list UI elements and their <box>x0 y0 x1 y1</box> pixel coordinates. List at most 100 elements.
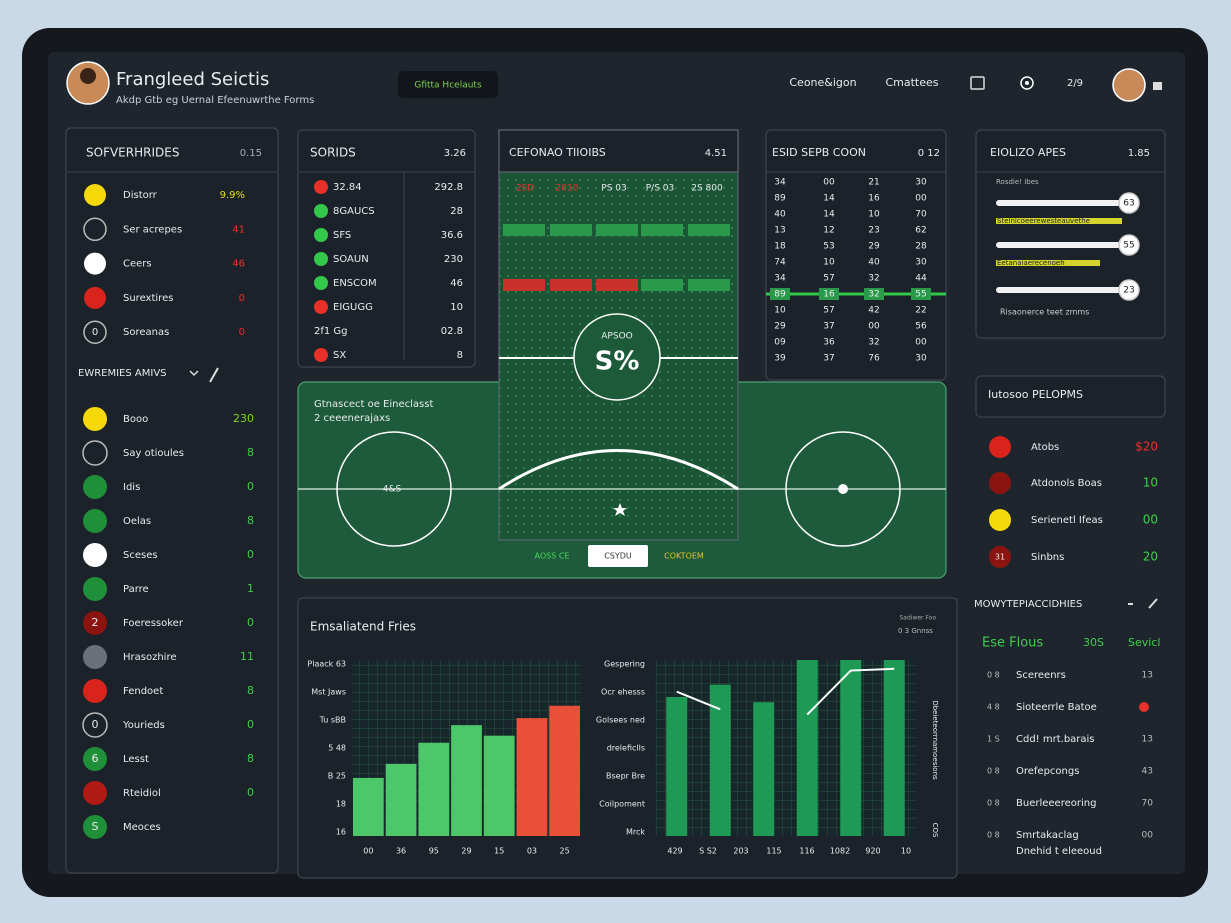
scores-panel <box>297 129 476 368</box>
x-tick-label: 36 <box>396 847 406 856</box>
grid-cell: 39 <box>774 354 786 364</box>
x-tick-label: 1082 <box>830 847 850 856</box>
player-icon <box>989 546 1011 568</box>
event-label: Say otioules <box>123 448 184 459</box>
stat-strip <box>550 224 592 236</box>
nav-link[interactable]: Ceone&igon <box>789 76 856 89</box>
score-value: 02.8 <box>441 326 463 337</box>
active-tab[interactable] <box>588 545 648 567</box>
slider-track[interactable] <box>996 200 1128 206</box>
slider-track[interactable] <box>996 242 1128 248</box>
slider-footer: Risaonerce teet zmms <box>1000 308 1089 317</box>
app-subtitle: Akdp Gtb eg Uernal Efeenuwrthe Forms <box>116 95 314 106</box>
event-value: 0 <box>247 786 254 799</box>
ball <box>838 484 848 494</box>
nav-icon[interactable]: 2/9 <box>1067 78 1083 89</box>
event-icon <box>82 712 108 738</box>
grid-cell: 21 <box>868 178 879 188</box>
event-label: Meoces <box>123 822 161 833</box>
x-tick-label: 115 <box>766 847 781 856</box>
event-value: 0 <box>247 548 254 561</box>
grid-cell: 37 <box>823 322 834 332</box>
inbox-icon[interactable] <box>970 76 985 90</box>
standing-value: 46 <box>232 259 245 270</box>
news-icon: 0 8 <box>987 799 1000 808</box>
event-label: Foeressoker <box>123 618 184 629</box>
player-label: Atobs <box>1031 442 1059 453</box>
lock-icon[interactable] <box>1153 82 1162 90</box>
news-head: 30S <box>1083 636 1104 649</box>
grid-cell: 57 <box>823 274 834 284</box>
news-label: Buerleeereoring <box>1016 798 1096 809</box>
panel-title: Emsaliatend Fries <box>310 620 416 634</box>
slider-value: 55 <box>1123 241 1134 251</box>
grid-cell: 36 <box>823 338 835 348</box>
grid-cell: 40 <box>868 258 880 268</box>
player-value: $20 <box>1135 440 1158 454</box>
button-label[interactable]: Gfitta Hcelauts <box>414 81 482 91</box>
field-label: 2S 800 <box>691 184 723 194</box>
event-label: Booo <box>123 414 148 425</box>
y-axis-label: 16 <box>336 828 346 837</box>
score-value: 36.6 <box>441 230 463 241</box>
tab[interactable]: AOSS CE <box>535 552 570 561</box>
score-value: 230 <box>444 254 463 265</box>
stat-strip <box>550 279 592 291</box>
grid-cell: 32 <box>868 274 879 284</box>
icon-text: 2 <box>92 616 99 629</box>
event-icon <box>83 509 107 533</box>
event-value: 0 <box>247 616 254 629</box>
primary-button[interactable] <box>398 71 498 98</box>
chart-note: 0 3 Gnnss <box>898 627 933 635</box>
grid-cell: 70 <box>915 210 927 220</box>
event-label: Yourieds <box>122 720 165 731</box>
trend-line <box>676 667 895 716</box>
x-tick-label: 95 <box>429 847 439 856</box>
bar <box>418 742 450 836</box>
standing-value: 41 <box>232 224 245 235</box>
bar <box>666 696 688 836</box>
player-icon <box>989 509 1011 531</box>
panel-value: 1.85 <box>1128 148 1150 159</box>
grid-cell: 30 <box>915 354 927 364</box>
chevron-icon[interactable] <box>189 370 199 377</box>
tab[interactable]: CSYDU <box>604 552 632 561</box>
standing-value: 0 <box>239 327 245 338</box>
score-label: 8GAUCS <box>333 206 375 217</box>
x-tick-label: 10 <box>901 847 911 856</box>
panel-title: ESID SEPB COON <box>772 146 866 159</box>
event-label: Oelas <box>123 516 151 527</box>
panel-title: SOFVERHRIDES <box>86 146 179 160</box>
standing-icon <box>83 217 107 242</box>
event-value: 8 <box>247 752 254 765</box>
event-value: 0 <box>247 480 254 493</box>
grid-cell: 00 <box>915 194 927 204</box>
players-header <box>975 375 1166 418</box>
player-value: 10 <box>1143 476 1158 490</box>
star-icon <box>613 503 627 516</box>
news-value: 00 <box>1142 831 1154 841</box>
panel-title: MOWYTEPIACCIDHIES <box>974 599 1082 610</box>
standing-icon <box>84 184 106 206</box>
news-value: 13 <box>1142 735 1153 745</box>
slider-track[interactable] <box>996 287 1128 293</box>
standing-icon <box>84 252 106 275</box>
stat-strip <box>596 279 638 291</box>
tab[interactable]: COKTOEM <box>664 552 704 561</box>
slider-value: 23 <box>1123 286 1134 296</box>
event-label: Hrasozhire <box>123 652 177 663</box>
standing-label: Distorr <box>123 190 158 201</box>
nav-link[interactable]: Cmattees <box>885 76 938 89</box>
x-tick-label: 15 <box>494 847 504 856</box>
stat-strip <box>688 279 730 291</box>
news-head: Sevicl <box>1128 636 1160 649</box>
player-label: Atdonols Boas <box>1031 478 1102 489</box>
stat-strip <box>641 224 683 236</box>
y-axis-label: 5 48 <box>328 744 346 753</box>
event-label: Rteidiol <box>123 788 161 799</box>
grid-cell: 62 <box>915 226 926 236</box>
event-label: Idis <box>123 482 140 493</box>
caption-highlight <box>996 218 1122 224</box>
grid-cell: 34 <box>774 178 786 188</box>
settings-icon <box>1020 76 1034 90</box>
